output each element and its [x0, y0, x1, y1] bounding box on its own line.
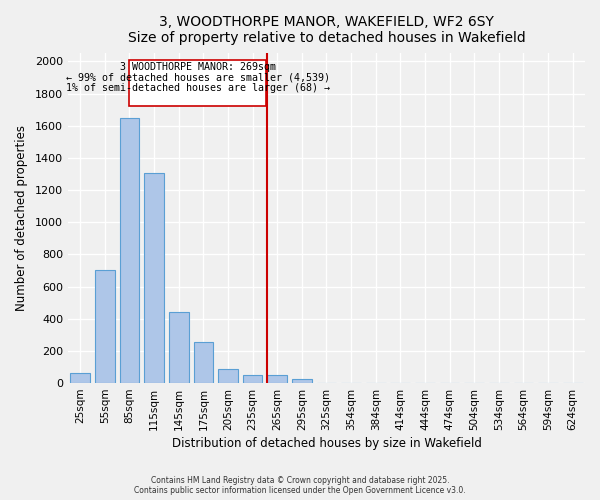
Bar [95, 270, 115, 383]
Text: 3 WOODTHORPE MANOR: 269sqm: 3 WOODTHORPE MANOR: 269sqm [120, 62, 276, 72]
Bar [292, 378, 311, 383]
Text: 1% of semi-detached houses are larger (68) →: 1% of semi-detached houses are larger (6… [66, 83, 330, 93]
Bar [169, 312, 188, 383]
Bar [243, 374, 262, 383]
Bar [194, 342, 213, 383]
Y-axis label: Number of detached properties: Number of detached properties [15, 125, 28, 311]
Title: 3, WOODTHORPE MANOR, WAKEFIELD, WF2 6SY
Size of property relative to detached ho: 3, WOODTHORPE MANOR, WAKEFIELD, WF2 6SY … [128, 15, 526, 45]
Bar [70, 372, 90, 383]
Text: ← 99% of detached houses are smaller (4,539): ← 99% of detached houses are smaller (4,… [66, 72, 330, 83]
Text: Contains HM Land Registry data © Crown copyright and database right 2025.
Contai: Contains HM Land Registry data © Crown c… [134, 476, 466, 495]
FancyBboxPatch shape [130, 60, 266, 106]
Bar [144, 173, 164, 383]
Bar [268, 374, 287, 383]
X-axis label: Distribution of detached houses by size in Wakefield: Distribution of detached houses by size … [172, 437, 481, 450]
Bar [119, 118, 139, 383]
Bar [218, 368, 238, 383]
